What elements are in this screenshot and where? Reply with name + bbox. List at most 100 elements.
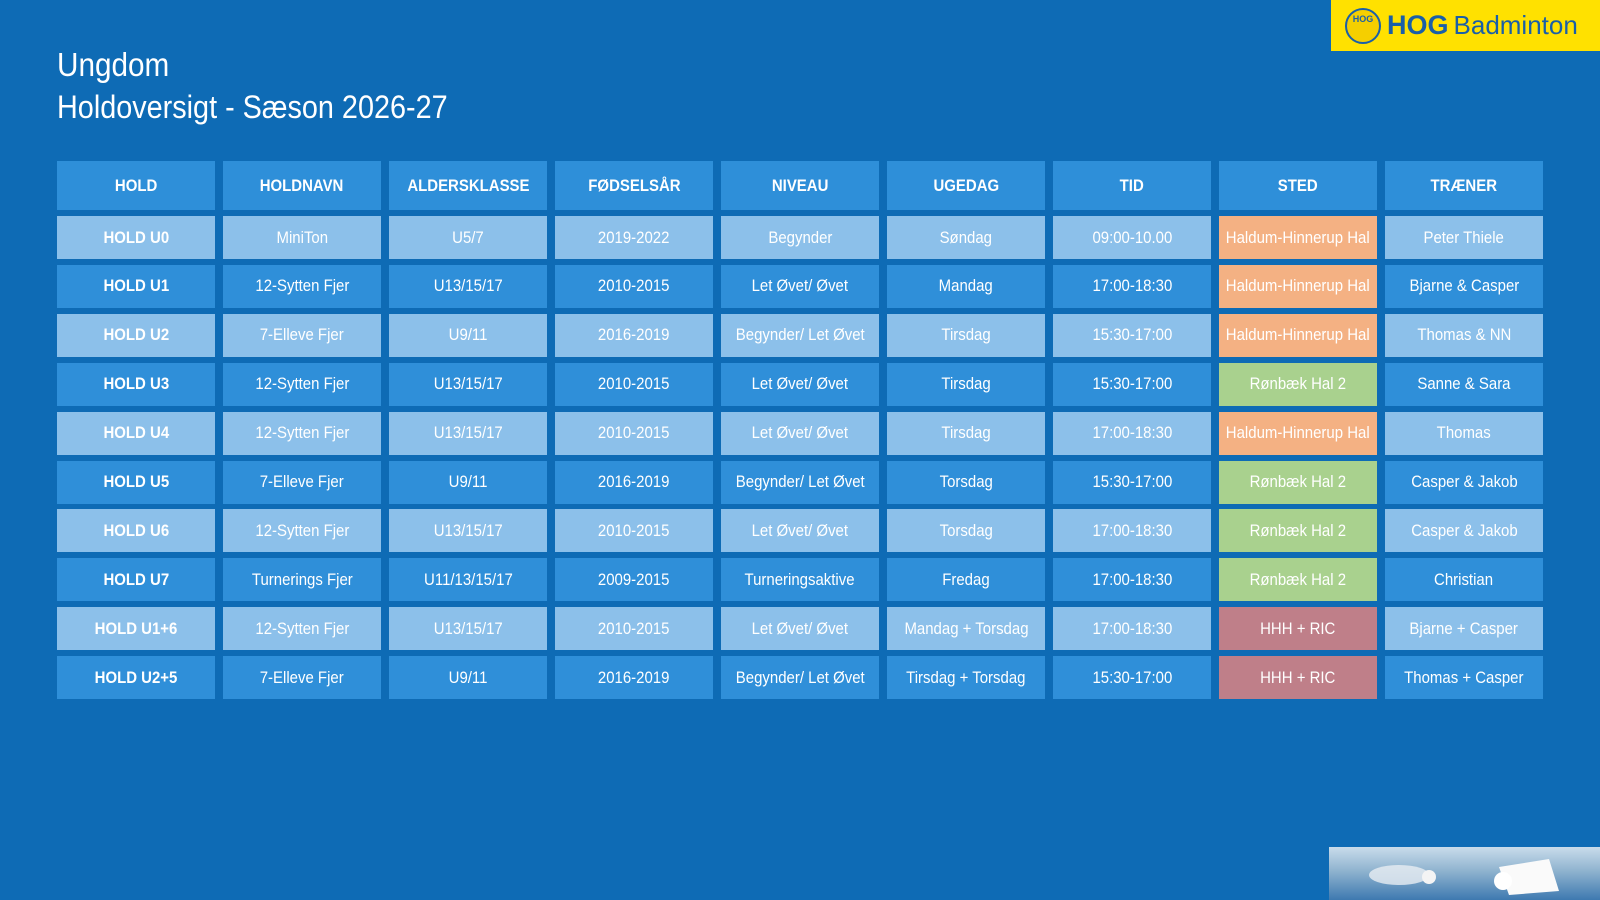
column-header: TID xyxy=(1053,161,1211,210)
cell-text: U11/13/15/17 xyxy=(423,569,513,589)
cell-text: Haldum-Hinnerup Hal xyxy=(1226,325,1370,345)
table-cell: 12-Sytten Fjer xyxy=(223,509,381,553)
cell-text: Begynder/ Let Øvet xyxy=(735,667,865,687)
table-cell: Bjarne & Casper xyxy=(1385,264,1543,308)
cell-text: HOLD U5 xyxy=(103,472,169,491)
table-cell: HOLD U7 xyxy=(57,558,215,602)
table-cell: 15:30-17:00 xyxy=(1053,362,1211,406)
table-cell: 12-Sytten Fjer xyxy=(223,607,381,651)
logo-suffix: Badminton xyxy=(1453,10,1578,40)
cell-text: 12-Sytten Fjer xyxy=(255,423,349,443)
table-cell: Let Øvet/ Øvet xyxy=(721,264,879,308)
cell-text: Haldum-Hinnerup Hal xyxy=(1226,423,1370,443)
table-cell: HOLD U1 xyxy=(57,264,215,308)
table-cell: HOLD U2+5 xyxy=(57,656,215,700)
table-cell: MiniTon xyxy=(223,216,381,259)
cell-text: 2010-2015 xyxy=(598,520,670,540)
cell-text: 17:00-18:30 xyxy=(1092,618,1172,638)
table-cell: Christian xyxy=(1385,558,1543,602)
cell-text: U13/15/17 xyxy=(433,423,503,443)
table-cell: Haldum-Hinnerup Hal xyxy=(1219,216,1377,259)
cell-text: U13/15/17 xyxy=(433,374,503,394)
column-header: UGEDAG xyxy=(887,161,1045,210)
table-cell: 7-Elleve Fjer xyxy=(223,656,381,700)
cell-text: Tirsdag xyxy=(941,423,991,443)
cell-text: HOLD U6 xyxy=(103,520,169,540)
column-header: FØDSELSÅR xyxy=(555,161,713,210)
logo-name: HOG xyxy=(1387,10,1449,40)
cell-text: 2010-2015 xyxy=(598,618,670,638)
cell-text: Begynder xyxy=(767,227,833,247)
cell-text: HHH + RIC xyxy=(1260,618,1336,638)
cell-text: 2016-2019 xyxy=(598,472,670,491)
cell-text: Torsdag xyxy=(939,520,993,540)
cell-text: 12-Sytten Fjer xyxy=(255,374,349,394)
table-cell: 12-Sytten Fjer xyxy=(223,411,381,455)
table-cell: 17:00-18:30 xyxy=(1053,607,1211,651)
cell-text: Bjarne + Casper xyxy=(1409,618,1519,638)
cell-text: Thomas + Casper xyxy=(1404,667,1524,687)
cell-text: Thomas & NN xyxy=(1417,325,1511,345)
table-cell: 15:30-17:00 xyxy=(1053,313,1211,357)
cell-text: Rønbæk Hal 2 xyxy=(1249,472,1347,491)
table-cell: 2010-2015 xyxy=(555,607,713,651)
table-cell: 12-Sytten Fjer xyxy=(223,264,381,308)
column-header: TRÆNER xyxy=(1385,161,1543,210)
cell-text: U9/11 xyxy=(448,472,488,491)
table-cell: HOLD U5 xyxy=(57,460,215,504)
table-cell: 15:30-17:00 xyxy=(1053,460,1211,504)
table-cell: Rønbæk Hal 2 xyxy=(1219,362,1377,406)
cell-text: 2009-2015 xyxy=(598,569,670,589)
cell-text: U9/11 xyxy=(448,325,488,345)
cell-text: STED xyxy=(1278,175,1318,195)
table-cell: 2010-2015 xyxy=(555,264,713,308)
table-cell: 17:00-18:30 xyxy=(1053,558,1211,602)
logo-emblem: HOG xyxy=(1345,7,1381,44)
cell-text: Tirsdag xyxy=(941,374,991,394)
cell-text: 15:30-17:00 xyxy=(1092,667,1172,687)
table-cell: Let Øvet/ Øvet xyxy=(721,362,879,406)
cell-text: HOLDNAVN xyxy=(260,175,344,195)
table-cell: Torsdag xyxy=(887,509,1045,553)
table-cell: Turnerings Fjer xyxy=(223,558,381,602)
cell-text: 2010-2015 xyxy=(598,374,670,394)
table-cell: HOLD U1+6 xyxy=(57,607,215,651)
table-cell: 2016-2019 xyxy=(555,313,713,357)
table-cell: Begynder/ Let Øvet xyxy=(721,313,879,357)
cell-text: 12-Sytten Fjer xyxy=(255,520,349,540)
table-cell: 2010-2015 xyxy=(555,411,713,455)
cell-text: 7-Elleve Fjer xyxy=(260,325,344,345)
cell-text: Let Øvet/ Øvet xyxy=(751,520,849,540)
table-cell: Begynder xyxy=(721,216,879,259)
cell-text: HOLD U2+5 xyxy=(94,667,178,687)
table-cell: 12-Sytten Fjer xyxy=(223,362,381,406)
cell-text: TID xyxy=(1119,175,1145,195)
table-cell: U13/15/17 xyxy=(389,264,547,308)
cell-text: Let Øvet/ Øvet xyxy=(751,374,849,394)
cell-text: TRÆNER xyxy=(1430,175,1498,195)
cell-text: HOLD U7 xyxy=(103,569,169,589)
table-cell: 2016-2019 xyxy=(555,460,713,504)
cell-text: U13/15/17 xyxy=(433,520,503,540)
cell-text: 15:30-17:00 xyxy=(1092,325,1172,345)
table-cell: Turneringsaktive xyxy=(721,558,879,602)
table-cell: Rønbæk Hal 2 xyxy=(1219,460,1377,504)
cell-text: ALDERSKLASSE xyxy=(406,175,530,195)
table-cell: U9/11 xyxy=(389,656,547,700)
cell-text: HOLD U3 xyxy=(103,374,169,394)
table-cell: Sanne & Sara xyxy=(1385,362,1543,406)
cell-text: Haldum-Hinnerup Hal xyxy=(1226,276,1370,296)
cell-text: 2016-2019 xyxy=(598,325,670,345)
table-cell: Let Øvet/ Øvet xyxy=(721,411,879,455)
table-cell: U13/15/17 xyxy=(389,411,547,455)
cell-text: Christian xyxy=(1434,569,1494,589)
cell-text: Rønbæk Hal 2 xyxy=(1249,520,1347,540)
cell-text: Søndag xyxy=(939,227,993,247)
cell-text: HOLD U1 xyxy=(103,276,169,296)
table-cell: 17:00-18:30 xyxy=(1053,411,1211,455)
cell-text: Bjarne & Casper xyxy=(1409,276,1519,296)
cell-text: Casper & Jakob xyxy=(1410,520,1518,540)
table-cell: U9/11 xyxy=(389,460,547,504)
cell-text: Turneringsaktive xyxy=(744,569,856,589)
